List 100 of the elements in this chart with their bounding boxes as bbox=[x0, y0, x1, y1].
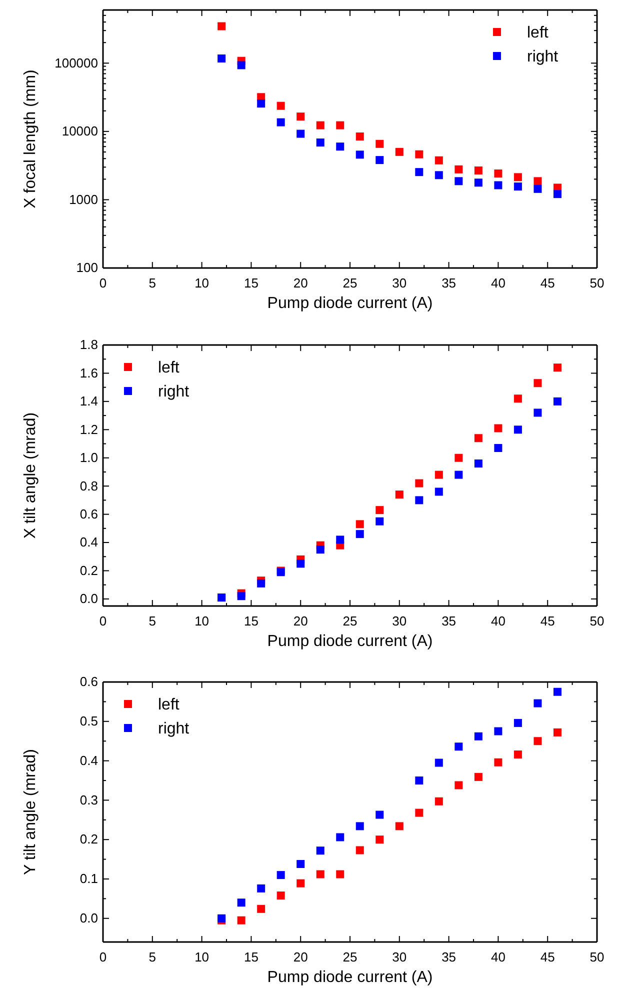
legend-label: left bbox=[158, 360, 180, 377]
point bbox=[237, 916, 246, 924]
x-tick-label: 10 bbox=[194, 613, 210, 628]
point bbox=[296, 860, 305, 868]
point bbox=[514, 750, 522, 758]
x-tick-label: 50 bbox=[590, 613, 604, 628]
point bbox=[376, 836, 384, 844]
point bbox=[376, 140, 384, 148]
point bbox=[454, 470, 463, 479]
point bbox=[356, 132, 364, 140]
point bbox=[316, 121, 324, 130]
point bbox=[434, 470, 443, 479]
point bbox=[534, 184, 542, 193]
point bbox=[434, 156, 443, 164]
y-tick-label: 0.4 bbox=[80, 534, 98, 550]
x-tick-label: 10 bbox=[194, 275, 210, 290]
point bbox=[434, 758, 443, 767]
y-tick-label: 0.0 bbox=[80, 910, 98, 926]
point bbox=[395, 822, 404, 830]
y-tick-label: 0.5 bbox=[80, 714, 98, 729]
point bbox=[376, 156, 384, 164]
point bbox=[296, 560, 305, 568]
y-tick-label: 10000 bbox=[62, 124, 98, 139]
legend-label: right bbox=[158, 720, 190, 738]
x-tick-label: 45 bbox=[540, 275, 555, 290]
y-tick-label: 100 bbox=[76, 260, 98, 276]
x-tick-label: 45 bbox=[540, 613, 555, 628]
point bbox=[316, 546, 324, 554]
point bbox=[534, 699, 542, 708]
point bbox=[474, 460, 482, 468]
y-tick-label: 0.3 bbox=[80, 792, 98, 808]
y-axis-title: X tilt angle (mrad) bbox=[22, 412, 39, 539]
point bbox=[534, 379, 542, 388]
y-tick-label: 0.6 bbox=[80, 674, 98, 690]
point bbox=[316, 870, 324, 878]
point bbox=[415, 479, 424, 488]
x-tick-label: 25 bbox=[342, 613, 358, 628]
point bbox=[514, 426, 522, 434]
point bbox=[276, 118, 285, 126]
legend-label: right bbox=[158, 384, 190, 401]
x-tick-label: 25 bbox=[342, 275, 358, 290]
y-tick-label: 0.6 bbox=[80, 506, 98, 522]
point bbox=[336, 142, 344, 151]
y-tick-label: 1.4 bbox=[80, 394, 98, 409]
point bbox=[336, 870, 344, 878]
x-tick-label: 15 bbox=[244, 275, 258, 290]
x-tick-label: 50 bbox=[590, 949, 604, 964]
y-tick-label: 0.0 bbox=[80, 591, 98, 606]
point bbox=[237, 898, 246, 907]
point bbox=[534, 737, 542, 746]
point bbox=[218, 54, 226, 62]
point bbox=[494, 758, 502, 766]
x-tick-label: 35 bbox=[442, 613, 456, 628]
x-tick-label: 0 bbox=[99, 613, 107, 628]
point bbox=[356, 530, 364, 538]
legend-label: right bbox=[527, 48, 559, 66]
point bbox=[514, 173, 522, 182]
point bbox=[316, 138, 324, 147]
x-tick-label: 40 bbox=[490, 275, 506, 290]
x-tick-label: 35 bbox=[442, 949, 456, 964]
point bbox=[356, 822, 364, 830]
x-tick-label: 0 bbox=[99, 949, 107, 964]
point bbox=[218, 22, 226, 30]
x-tick-label: 20 bbox=[293, 949, 308, 964]
point bbox=[316, 846, 324, 855]
point bbox=[474, 434, 482, 442]
y-tick-label: 1.6 bbox=[80, 365, 98, 380]
x-tick-label: 25 bbox=[342, 949, 358, 964]
y-tick-label: 1000 bbox=[69, 192, 98, 207]
point bbox=[296, 130, 305, 138]
x-tick-label: 15 bbox=[244, 949, 258, 964]
y-tick-label: 0.8 bbox=[80, 478, 98, 494]
point bbox=[474, 732, 482, 740]
point bbox=[415, 808, 424, 817]
y-tick-label: 0.2 bbox=[80, 832, 98, 847]
point bbox=[376, 517, 384, 526]
point bbox=[494, 424, 502, 432]
point bbox=[474, 166, 482, 174]
x-tick-label: 20 bbox=[293, 613, 308, 628]
point bbox=[415, 150, 424, 158]
point bbox=[257, 904, 266, 913]
point bbox=[336, 536, 344, 544]
y-tick-label: 1.0 bbox=[80, 450, 98, 466]
x-tick-label: 35 bbox=[442, 275, 456, 290]
y-axis-title: Y tilt angle (mrad) bbox=[22, 749, 39, 875]
point bbox=[534, 408, 542, 417]
x-tick-label: 5 bbox=[148, 613, 156, 628]
point bbox=[553, 688, 562, 696]
point bbox=[434, 488, 443, 496]
x-tick-label: 50 bbox=[590, 275, 604, 290]
x-tick-label: 20 bbox=[293, 275, 308, 290]
point bbox=[237, 61, 246, 70]
point bbox=[257, 579, 266, 588]
point bbox=[514, 394, 522, 403]
y-axis-title: X focal length (mm) bbox=[22, 70, 39, 208]
point bbox=[415, 776, 424, 784]
point bbox=[276, 871, 285, 880]
y-tick-label: 0.1 bbox=[80, 871, 98, 886]
point bbox=[395, 148, 404, 156]
point bbox=[376, 506, 384, 514]
